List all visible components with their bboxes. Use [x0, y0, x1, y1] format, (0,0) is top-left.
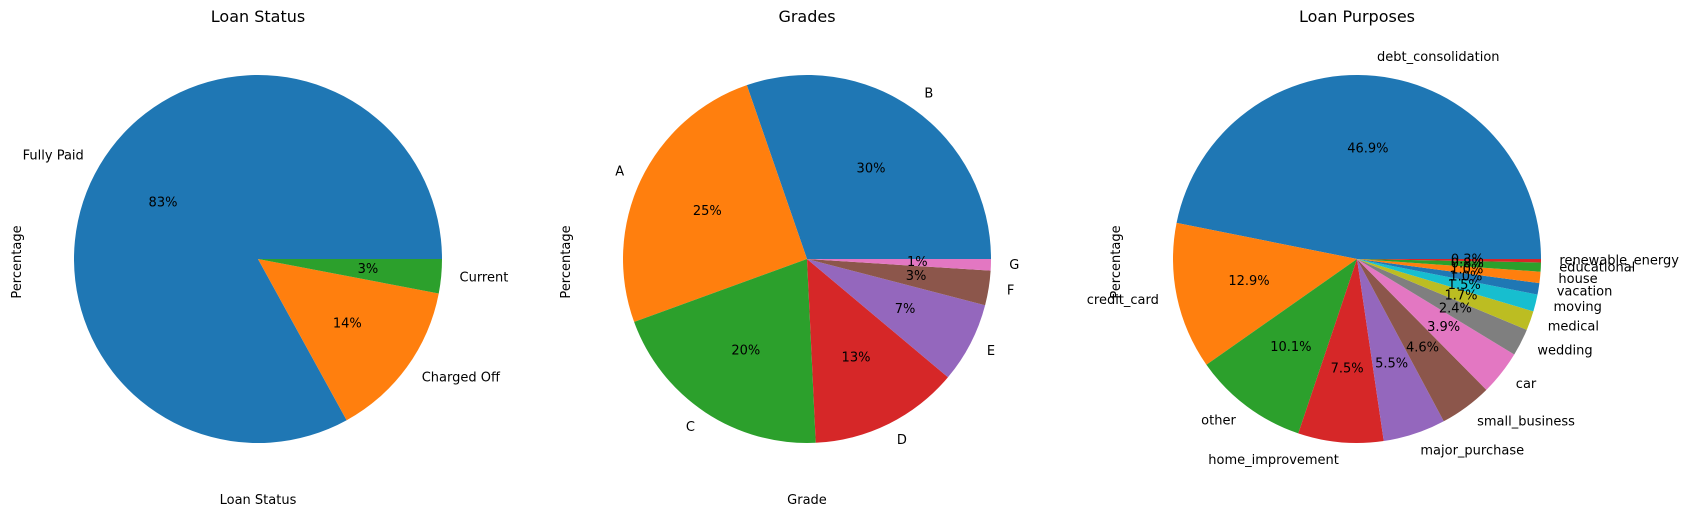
- slice-debt-consolidation: [1176, 74, 1541, 259]
- category-label: house: [1558, 272, 1597, 287]
- percent-label: 5.5%: [1375, 356, 1408, 371]
- category-label: home_improvement: [1208, 453, 1339, 468]
- category-label: Charged Off: [422, 371, 501, 386]
- slice-f: [807, 259, 991, 306]
- category-label: debt_consolidation: [1377, 50, 1500, 65]
- slice-other: [1206, 259, 1357, 434]
- category-label: D: [897, 433, 907, 448]
- slice-b: [746, 75, 991, 259]
- percent-label: 13%: [842, 350, 871, 365]
- slice-credit-card: [1172, 222, 1357, 365]
- percent-label: 1.0%: [1449, 269, 1482, 284]
- percent-label: 3.9%: [1427, 320, 1460, 335]
- slice-major-purchase: [1357, 259, 1444, 442]
- percent-label: 20%: [731, 343, 760, 358]
- percent-label: 0.8%: [1451, 256, 1484, 271]
- percent-label: 7.5%: [1331, 362, 1364, 377]
- slice-labels: B 30% A 25% C 20% D 13% E 7% F 3% G 1%: [615, 87, 1019, 448]
- slice-c: [634, 259, 816, 443]
- slice-home-improvement: [1298, 259, 1384, 443]
- percent-label: 0.3%: [1451, 253, 1484, 268]
- slice-renewable-energy: [1357, 259, 1542, 263]
- category-label: G: [1009, 258, 1019, 273]
- percent-label: 2.4%: [1439, 302, 1472, 317]
- y-axis-label: Percentage: [10, 225, 25, 298]
- slice-wedding: [1357, 259, 1527, 355]
- slice-e: [807, 259, 986, 378]
- category-label: Current: [460, 271, 509, 286]
- slice-moving: [1357, 259, 1538, 312]
- percent-label: 7%: [895, 302, 916, 317]
- loan-status-chart: Loan Status Fully Paid 83% Charged Off 14% C…: [10, 7, 508, 508]
- chart-title: Grades: [778, 7, 835, 26]
- x-axis-label: Loan Status: [220, 493, 297, 508]
- percent-label: 10.1%: [1270, 340, 1311, 355]
- slice-fully-paid: [74, 74, 442, 443]
- slice-educational: [1357, 259, 1541, 272]
- category-label: other: [1201, 414, 1236, 429]
- x-axis-label: Grade: [787, 493, 827, 508]
- category-label: B: [924, 87, 933, 102]
- slices: [623, 75, 991, 443]
- loan-purposes-chart: Loan Purposes debt_consolidation 46.9% cre…: [1087, 7, 1680, 468]
- grades-chart: Grades B 30% A 25% C 20% D 13% E 7% F 3% G 1% Grade P…: [559, 7, 1019, 508]
- percent-label: 46.9%: [1347, 142, 1388, 157]
- slice-labels: debt_consolidation 46.9% credit_card 12.9% o…: [1087, 50, 1680, 468]
- slice-charged-off: [258, 259, 439, 421]
- category-label: F: [1007, 284, 1014, 299]
- category-label: A: [615, 165, 624, 180]
- category-label: wedding: [1537, 343, 1592, 358]
- category-label: C: [686, 420, 695, 435]
- category-label: Fully Paid: [23, 149, 84, 164]
- chart-title: Loan Status: [211, 7, 305, 26]
- category-label: renewable_energy: [1559, 253, 1679, 268]
- slice-car: [1357, 259, 1515, 390]
- slice-current: [258, 259, 442, 294]
- percent-label: 1%: [907, 255, 928, 270]
- percent-label: 1.0%: [1450, 263, 1483, 278]
- slice-a: [623, 85, 807, 322]
- category-label: car: [1516, 377, 1537, 392]
- slice-small-business: [1357, 259, 1487, 422]
- slice-medical: [1357, 259, 1534, 330]
- percent-label: 3%: [906, 269, 927, 284]
- category-label: major_purchase: [1420, 444, 1524, 459]
- slices: [1172, 74, 1542, 443]
- category-label: medical: [1548, 319, 1599, 334]
- category-label: moving: [1554, 300, 1602, 315]
- slice-labels: Fully Paid 83% Charged Off 14% Current 3%: [23, 149, 509, 386]
- category-label: vacation: [1557, 284, 1613, 299]
- percent-label: 3%: [358, 262, 379, 277]
- percent-label: 1.7%: [1444, 289, 1477, 304]
- percent-label: 12.9%: [1228, 274, 1269, 289]
- percent-label: 25%: [693, 204, 722, 219]
- percent-label: 30%: [857, 162, 886, 177]
- slices: [74, 74, 442, 443]
- slice-vacation: [1357, 259, 1540, 295]
- y-axis-label: Percentage: [559, 225, 574, 298]
- percent-label: 83%: [149, 195, 178, 210]
- slice-house: [1357, 259, 1541, 284]
- percent-label: 1.5%: [1448, 278, 1481, 293]
- category-label: E: [987, 344, 995, 359]
- percent-label: 14%: [333, 316, 362, 331]
- percent-label: 4.6%: [1406, 340, 1439, 355]
- slice-d: [807, 259, 948, 443]
- category-label: small_business: [1477, 414, 1575, 429]
- chart-title: Loan Purposes: [1299, 7, 1415, 26]
- category-label: educational: [1559, 260, 1635, 275]
- y-axis-label: Percentage: [1109, 225, 1124, 298]
- category-label: credit_card: [1087, 293, 1159, 308]
- slice-g: [807, 259, 991, 271]
